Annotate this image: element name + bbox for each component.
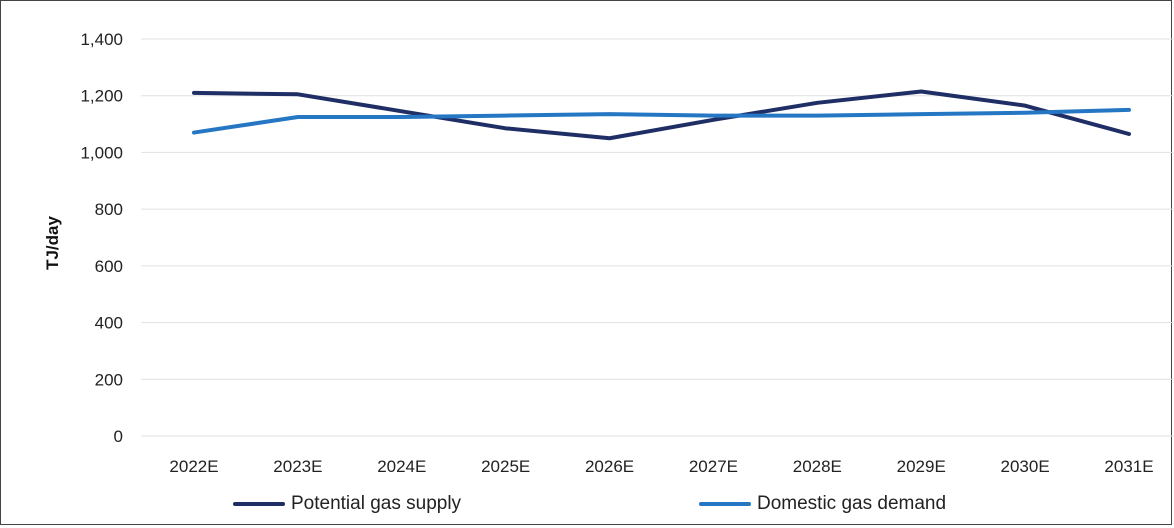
x-tick-label: 2028E bbox=[793, 457, 842, 476]
x-tick-label: 2023E bbox=[273, 457, 322, 476]
x-tick-label: 2022E bbox=[169, 457, 218, 476]
x-tick-label: 2030E bbox=[1001, 457, 1050, 476]
x-tick-label: 2027E bbox=[689, 457, 738, 476]
y-tick-label: 1,200 bbox=[80, 87, 123, 106]
y-tick-labels: 0 200 400 600 800 1,000 1,200 1,400 bbox=[80, 30, 123, 446]
series-lines bbox=[192, 89, 1131, 141]
y-tick-label: 200 bbox=[95, 370, 123, 389]
series-line-supply bbox=[192, 89, 1131, 141]
x-tick-label: 2024E bbox=[377, 457, 426, 476]
legend-swatch-demand bbox=[699, 502, 751, 506]
y-axis-label: TJ/day bbox=[43, 216, 62, 270]
series-line-demand bbox=[192, 107, 1131, 135]
y-tick-label: 800 bbox=[95, 200, 123, 219]
legend-label-supply: Potential gas supply bbox=[291, 493, 462, 514]
y-tick-label: 0 bbox=[114, 427, 123, 446]
x-tick-label: 2029E bbox=[897, 457, 946, 476]
legend-label-demand: Domestic gas demand bbox=[757, 493, 947, 514]
legend-swatch-supply bbox=[233, 502, 285, 506]
x-tick-label: 2031E bbox=[1104, 457, 1153, 476]
y-tick-label: 600 bbox=[95, 257, 123, 276]
x-tick-label: 2025E bbox=[481, 457, 530, 476]
legend-item-demand: Domestic gas demand bbox=[699, 489, 946, 519]
y-tick-label: 1,400 bbox=[80, 30, 123, 49]
x-tick-label: 2026E bbox=[585, 457, 634, 476]
legend-item-supply: Potential gas supply bbox=[233, 489, 461, 519]
x-tick-labels: 2022E 2023E 2024E 2025E 2026E 2027E 2028E 2029E… bbox=[169, 457, 1153, 476]
y-tick-label: 400 bbox=[95, 314, 123, 333]
gridlines bbox=[141, 38, 1174, 437]
y-tick-label: 1,000 bbox=[80, 143, 123, 162]
